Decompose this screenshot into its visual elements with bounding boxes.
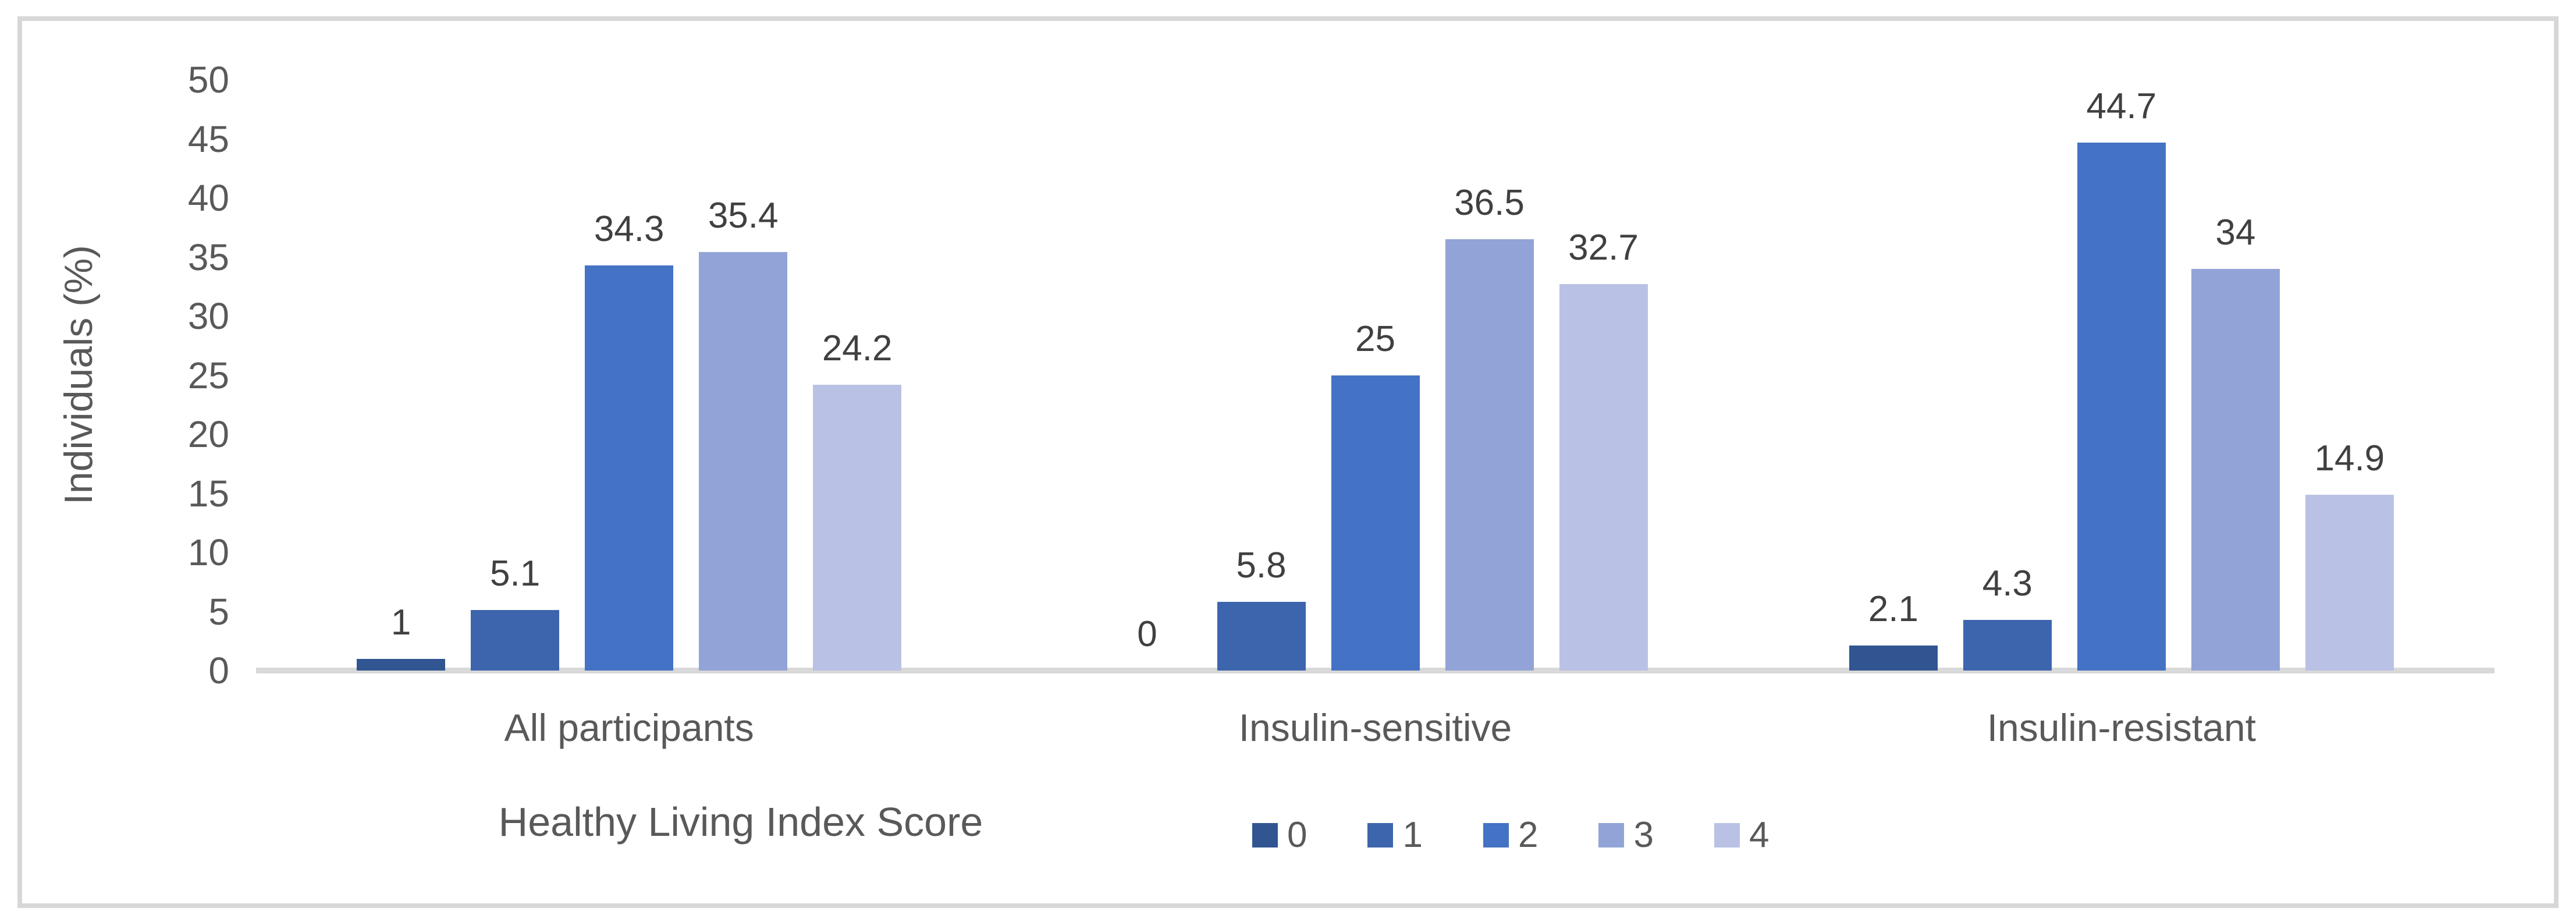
legend-swatch — [1367, 823, 1394, 847]
bar-value-label: 32.7 — [1568, 228, 1639, 268]
legend-item-0: 0 — [1252, 817, 1307, 853]
y-tick-label: 45 — [187, 118, 229, 160]
bar-value-label: 35.4 — [708, 196, 779, 236]
bar-value-label: 5.1 — [490, 554, 541, 594]
x-axis-title: Healthy Living Index Score — [498, 799, 983, 845]
legend-swatch — [1714, 823, 1740, 847]
bar-series-3 — [699, 252, 788, 671]
bar-value-label: 5.8 — [1236, 545, 1287, 586]
chart-outer-border — [17, 16, 2559, 908]
bar-series-1 — [1963, 619, 2052, 671]
bar-value-label: 44.7 — [2086, 86, 2157, 126]
bar-series-0 — [357, 658, 446, 671]
y-tick-label: 30 — [187, 295, 229, 337]
y-tick-label: 5 — [208, 590, 229, 633]
bar-value-label: 0 — [1137, 614, 1157, 654]
bar-value-label: 34 — [2215, 212, 2256, 253]
legend-label: 0 — [1287, 815, 1307, 855]
y-tick-label: 10 — [187, 531, 229, 573]
bar-series-1 — [1217, 602, 1306, 671]
category-label: All participants — [504, 706, 754, 749]
y-tick-label: 35 — [187, 236, 229, 278]
category-label: Insulin-sensitive — [1238, 706, 1512, 749]
legend-label: 2 — [1518, 815, 1539, 855]
y-tick-label: 0 — [208, 650, 229, 692]
bar-value-label: 24.2 — [822, 328, 893, 368]
bar-series-3 — [2191, 268, 2280, 671]
legend-item-2: 2 — [1483, 817, 1538, 853]
bar-value-label: 2.1 — [1868, 589, 1918, 630]
legend-label: 1 — [1402, 815, 1423, 855]
bar-value-label: 14.9 — [2314, 438, 2385, 478]
y-tick-label: 50 — [187, 59, 229, 101]
bar-series-4 — [813, 384, 902, 671]
category-label: Insulin-resistant — [1987, 706, 2256, 749]
bar-series-3 — [1445, 239, 1534, 671]
y-tick-label: 40 — [187, 177, 229, 219]
legend-item-3: 3 — [1598, 815, 1654, 855]
bar-value-label: 34.3 — [594, 208, 665, 249]
bar-series-4 — [2305, 494, 2394, 671]
bar-series-2 — [585, 265, 674, 671]
legend: 0 1 2 3 4 — [1252, 817, 1769, 853]
legend-label: 3 — [1633, 815, 1654, 855]
legend-swatch — [1252, 823, 1278, 847]
y-tick-label: 25 — [187, 354, 229, 396]
bar-value-label: 4.3 — [1982, 563, 2033, 604]
legend-label: 4 — [1749, 815, 1770, 855]
bar-series-2 — [2077, 142, 2166, 671]
legend-swatch — [1483, 823, 1509, 847]
x-axis-line — [256, 668, 2495, 673]
bar-series-0 — [1849, 646, 1938, 671]
bar-series-2 — [1331, 375, 1420, 671]
y-tick-label: 15 — [187, 472, 229, 515]
bar-value-label: 25 — [1355, 318, 1395, 359]
legend-swatch — [1598, 823, 1625, 847]
bar-value-label: 1 — [390, 602, 411, 643]
y-tick-label: 20 — [187, 413, 229, 455]
legend-item-4: 4 — [1714, 817, 1769, 853]
bar-value-label: 36.5 — [1454, 183, 1525, 224]
legend-item-1: 1 — [1367, 815, 1423, 855]
bar-series-4 — [1559, 284, 1648, 671]
bar-series-1 — [471, 610, 560, 671]
